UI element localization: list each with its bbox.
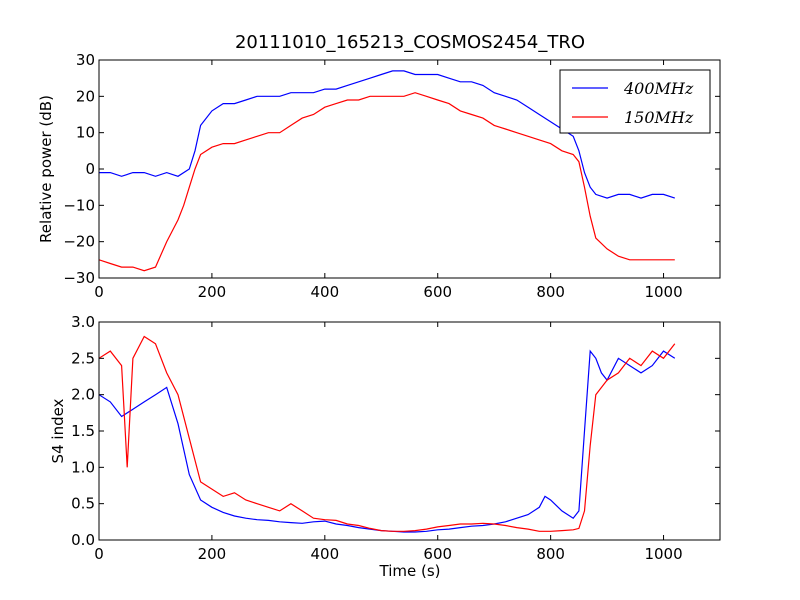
series-line-150mhz	[99, 92, 675, 272]
x-tick-label: 400	[310, 545, 339, 563]
chart-title: 20111010_165213_COSMOS2454_TRO	[235, 32, 585, 53]
y-tick-label: 30	[76, 51, 95, 69]
series-line-150mhz	[99, 335, 676, 532]
series-line-400mhz	[99, 349, 676, 533]
x-tick-label: 200	[198, 545, 227, 563]
y-tick-label: 0	[85, 160, 95, 178]
y-tick-label: 20	[76, 87, 95, 105]
y-tick-label: −20	[63, 233, 95, 251]
y-tick-label: −10	[63, 196, 95, 214]
bottom-series-group	[99, 335, 676, 533]
y-tick-label: 1.5	[71, 422, 95, 440]
bottom-panel: 0 200 400 600 800 1000 0.0 0.5 1.0 1.5 2.0 2.5 3.0 S…	[49, 313, 721, 580]
legend-box	[559, 69, 711, 134]
bottom-axes-frame	[98, 321, 721, 541]
x-tick-label: 800	[536, 545, 565, 563]
bottom-ticks-group: 0 200 400 600 800 1000 0.0 0.5 1.0 1.5 2.0 2.5 3.0	[71, 313, 720, 563]
top-panel: 0 200 400 600 800 1000 −30 −20 −10 0 10 20 30 Relati…	[37, 51, 721, 301]
y-tick-label: −30	[63, 269, 95, 287]
top-axes-frame	[98, 59, 721, 279]
y-tick-label: 0.0	[71, 531, 95, 549]
x-tick-label: 1000	[644, 283, 682, 301]
y-tick-label: 2.0	[71, 386, 95, 404]
y-tick-label: 3.0	[71, 313, 95, 331]
top-ticks-group: 0 200 400 600 800 1000 −30 −20 −10 0 10 20 30	[63, 51, 720, 301]
y-tick-label: 10	[76, 124, 95, 142]
y-tick-label: 0.5	[71, 495, 95, 513]
x-tick-label: 600	[423, 283, 452, 301]
x-tick-label: 0	[94, 545, 104, 563]
legend: 400MHz 150MHz	[559, 69, 711, 134]
x-tick-label: 200	[198, 283, 227, 301]
legend-label-400mhz: 400MHz	[623, 79, 694, 98]
series-line-400mhz	[99, 70, 675, 199]
top-series-group	[99, 70, 675, 272]
x-tick-label: 800	[536, 283, 565, 301]
bottom-y-axis-label: S4 index	[49, 398, 67, 463]
x-tick-label: 1000	[644, 545, 682, 563]
x-tick-label: 0	[94, 283, 104, 301]
legend-label-150mhz: 150MHz	[624, 108, 694, 127]
top-y-axis-label: Relative power (dB)	[37, 95, 55, 243]
y-tick-label: 1.0	[71, 458, 95, 476]
bottom-plot-area	[99, 322, 720, 540]
bottom-x-axis-label: Time (s)	[379, 562, 441, 580]
x-tick-label: 400	[310, 283, 339, 301]
y-tick-label: 2.5	[71, 349, 95, 367]
x-tick-label: 600	[423, 545, 452, 563]
